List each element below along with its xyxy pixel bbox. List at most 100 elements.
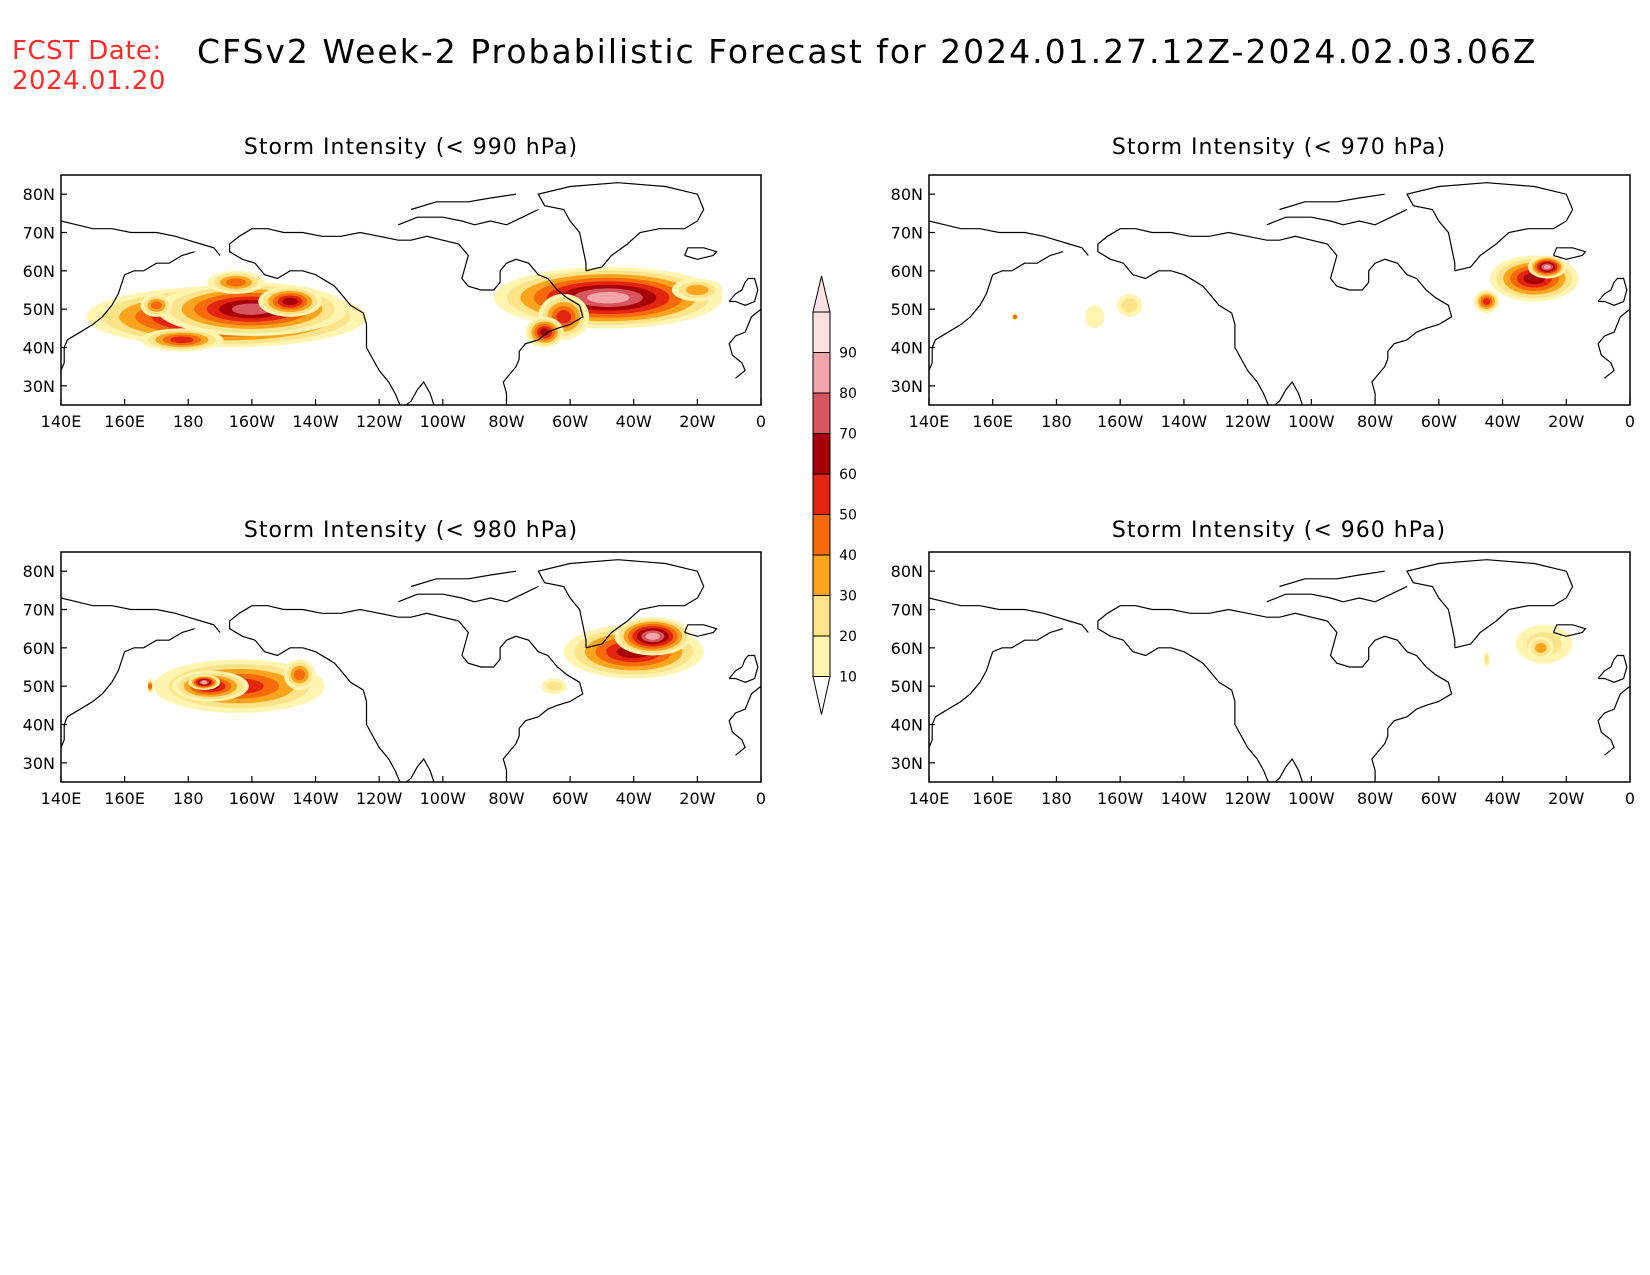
colorbar-label: 70 bbox=[839, 427, 857, 443]
y-tick-label: 80N bbox=[23, 562, 55, 581]
coastline bbox=[398, 208, 539, 226]
y-tick-label: 40N bbox=[891, 716, 923, 735]
colorbar-label: 50 bbox=[839, 508, 857, 524]
coastline bbox=[728, 685, 761, 756]
x-tick-label: 140E bbox=[909, 789, 950, 808]
probability-contour bbox=[546, 681, 563, 691]
coastline bbox=[537, 182, 705, 272]
y-tick-label: 50N bbox=[23, 677, 55, 696]
y-tick-label: 80N bbox=[891, 562, 923, 581]
colorbar-label: 90 bbox=[839, 346, 857, 362]
probability-contour bbox=[645, 632, 660, 640]
coastline bbox=[229, 605, 459, 641]
x-tick-label: 40W bbox=[1484, 412, 1520, 431]
coastline bbox=[1266, 208, 1408, 226]
x-tick-label: 160W bbox=[229, 412, 276, 431]
x-tick-label: 160W bbox=[1097, 412, 1144, 431]
y-tick-label: 80N bbox=[891, 185, 923, 204]
x-tick-label: 140W bbox=[292, 789, 339, 808]
coastline bbox=[61, 597, 221, 633]
probability-contour bbox=[1013, 314, 1018, 319]
coastline bbox=[929, 651, 994, 748]
y-tick-label: 70N bbox=[891, 224, 923, 243]
forecast-date-label: FCST Date: 2024.01.20 bbox=[12, 36, 166, 96]
x-tick-label: 0 bbox=[1625, 412, 1635, 431]
map-panel-1: Storm Intensity (< 990 hPa) 140E 160E 180 16… bbox=[23, 135, 766, 431]
coastline bbox=[684, 624, 718, 637]
y-tick-label: 30N bbox=[891, 377, 923, 396]
x-tick-label: 140E bbox=[41, 789, 82, 808]
x-tick-label: 20W bbox=[679, 789, 715, 808]
coastline bbox=[61, 274, 126, 371]
y-tick-label: 70N bbox=[23, 224, 55, 243]
probability-contour bbox=[1543, 264, 1551, 270]
probability-contour bbox=[170, 336, 194, 344]
map-panel-3: Storm Intensity (< 980 hPa) 140E 160E 180 16… bbox=[23, 518, 766, 808]
coastline bbox=[1097, 605, 1328, 641]
probability-contour bbox=[294, 669, 306, 681]
probability-contour bbox=[1484, 654, 1489, 665]
x-tick-label: 180 bbox=[173, 789, 204, 808]
x-tick-label: 60W bbox=[552, 412, 588, 431]
coastline bbox=[1122, 639, 1304, 782]
coastline bbox=[1266, 585, 1408, 603]
coastline bbox=[458, 243, 584, 402]
colorbar-bin bbox=[812, 352, 831, 394]
colorbar-lower-cap bbox=[812, 676, 831, 715]
y-tick-label: 30N bbox=[23, 377, 55, 396]
forecast-date-caption: FCST Date: bbox=[12, 36, 162, 66]
y-tick-label: 60N bbox=[891, 639, 923, 658]
colorbar-bin bbox=[812, 473, 831, 515]
coastline bbox=[124, 628, 195, 653]
colorbar-bin bbox=[812, 635, 831, 677]
coastline bbox=[1097, 228, 1328, 264]
x-tick-label: 160W bbox=[229, 789, 276, 808]
x-tick-label: 160W bbox=[1097, 789, 1144, 808]
x-tick-label: 100W bbox=[420, 412, 467, 431]
probability-contour bbox=[1482, 298, 1491, 305]
coastline bbox=[254, 639, 435, 782]
coastline bbox=[61, 220, 221, 256]
colorbar-upper-cap bbox=[812, 275, 831, 313]
x-tick-label: 100W bbox=[1288, 412, 1335, 431]
x-tick-label: 140E bbox=[41, 412, 82, 431]
coastline bbox=[1122, 262, 1304, 405]
x-tick-label: 140W bbox=[1161, 789, 1208, 808]
coastline bbox=[1326, 243, 1453, 402]
y-tick-label: 40N bbox=[891, 339, 923, 358]
panel-title: Storm Intensity (< 960 hPa) bbox=[1112, 518, 1446, 543]
panel-frame bbox=[60, 174, 762, 406]
coastline bbox=[124, 251, 195, 276]
coastline bbox=[254, 262, 435, 405]
probability-contour bbox=[686, 284, 709, 296]
plot-area bbox=[929, 552, 1630, 782]
probability-contour bbox=[1121, 298, 1138, 313]
map-panel-2: Storm Intensity (< 970 hPa) 140E 160E 180 16… bbox=[891, 135, 1635, 431]
probability-contour bbox=[556, 310, 572, 324]
page-title: CFSv2 Week-2 Probabilistic Forecast for … bbox=[197, 32, 1538, 71]
y-tick-label: 50N bbox=[891, 677, 923, 696]
plot-area bbox=[61, 552, 761, 782]
y-tick-label: 50N bbox=[23, 300, 55, 319]
colorbar-label: 10 bbox=[839, 670, 857, 686]
x-tick-label: 180 bbox=[1041, 789, 1072, 808]
y-tick-label: 70N bbox=[891, 601, 923, 620]
coastline bbox=[992, 251, 1063, 276]
coastline bbox=[458, 620, 584, 779]
colorbar-label: 80 bbox=[839, 386, 857, 402]
y-tick-label: 60N bbox=[23, 639, 55, 658]
colorbar-label: 60 bbox=[839, 467, 857, 483]
x-tick-label: 140W bbox=[292, 412, 339, 431]
coastline bbox=[929, 220, 1089, 256]
coastline bbox=[1597, 308, 1630, 379]
coastline bbox=[537, 559, 705, 649]
y-tick-label: 40N bbox=[23, 716, 55, 735]
coastline bbox=[398, 585, 539, 603]
x-tick-label: 120W bbox=[356, 412, 403, 431]
x-tick-label: 0 bbox=[756, 789, 766, 808]
x-tick-label: 160E bbox=[104, 412, 145, 431]
x-tick-label: 120W bbox=[356, 789, 403, 808]
x-tick-label: 140E bbox=[909, 412, 950, 431]
probability-contour bbox=[226, 278, 246, 287]
colorbar-bin bbox=[812, 554, 831, 596]
